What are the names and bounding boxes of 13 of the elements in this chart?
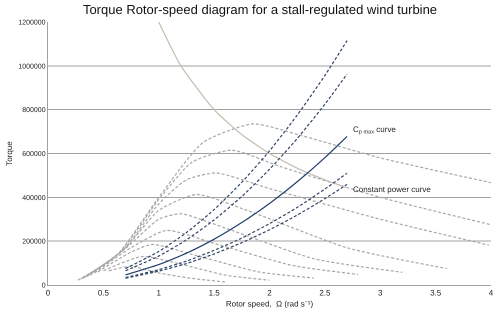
annotation: C$_{p max}$ curve	[353, 125, 396, 136]
x-tick-label: 1.5	[208, 288, 220, 298]
x-tick-label: 4	[488, 288, 494, 298]
x-tick-label: 3	[378, 288, 384, 298]
x-tick-label: 1	[156, 288, 162, 298]
x-axis-title: Rotor speed, Ω (rad s⁻¹)	[226, 300, 314, 309]
y-axis-title: Torque	[5, 140, 14, 166]
annotation: Constant power curve	[353, 185, 432, 194]
chart-title: Torque Rotor-speed diagram for a stall-regulated wind turbine	[82, 2, 438, 17]
x-tick-label: 2	[267, 288, 272, 298]
x-tick-label: 0.5	[98, 288, 110, 298]
x-tick-label: 3.5	[430, 288, 442, 298]
x-tick-label: 2.5	[319, 288, 331, 298]
